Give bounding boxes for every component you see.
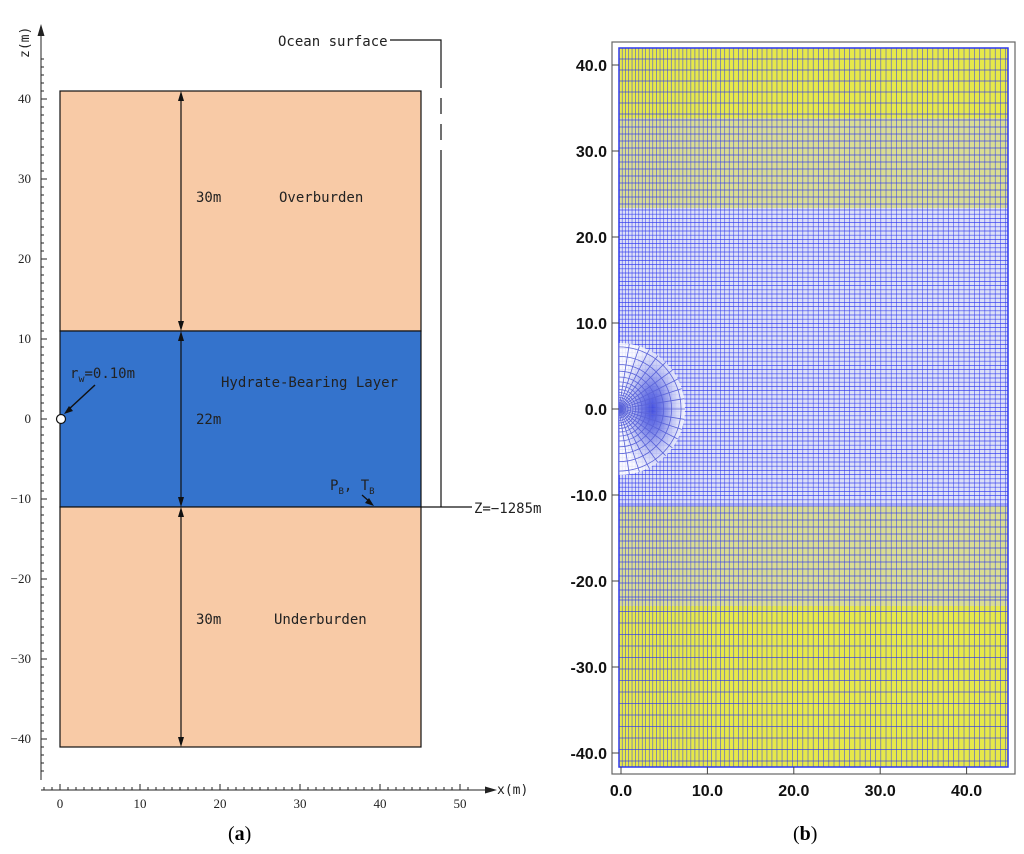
well-radius-label: rw=0.10m [70, 366, 135, 385]
well-pointer [67, 384, 96, 411]
overburden-thickness: 30m [196, 190, 221, 206]
panel-a: 40 30 20 10 0 −10 −20 −30 −40 0 10 20 30 40 50 z(m) x(… [11, 24, 541, 845]
x-tick-label: 10.0 [692, 783, 723, 800]
panel-b-axes: 40.0 30.0 20.0 10.0 0.0 -10.0 -20.0 -30.0 -40.0 0… [571, 58, 983, 800]
panel-b: 40.0 30.0 20.0 10.0 0.0 -10.0 -20.0 -30.0 -40.0 0… [571, 41, 1016, 845]
panel-a-axes: 40 30 20 10 0 −10 −20 −30 −40 0 10 20 30 40 50 [11, 24, 497, 811]
boundary-pointer-head [365, 498, 374, 506]
y-tick-label: -20.0 [571, 574, 608, 591]
underburden-label: Underburden [274, 612, 367, 628]
z-tick-label: −40 [11, 731, 31, 746]
x-tick-label: 0.0 [610, 783, 632, 800]
overburden-label: Overburden [279, 190, 363, 206]
x-tick-label: 40 [374, 796, 387, 811]
z-tick-label: 10 [18, 331, 31, 346]
hydrate-layer-label: Hydrate-Bearing Layer [221, 375, 398, 391]
x-tick-label: 30 [294, 796, 307, 811]
y-tick-label: 10.0 [576, 316, 607, 333]
x-tick-label: 40.0 [951, 783, 982, 800]
y-tick-label: 30.0 [576, 144, 607, 161]
underburden-thickness: 30m [196, 612, 221, 628]
well-pointer-head [64, 406, 73, 414]
z-axis-label: z(m) [18, 27, 33, 58]
computational-mesh [619, 48, 1008, 767]
hydrate-thickness: 22m [196, 412, 221, 428]
wellbore-marker [55, 413, 67, 425]
underburden-layer [59, 506, 422, 748]
x-tick-label: 20.0 [778, 783, 809, 800]
x-tick-label: 0 [57, 796, 64, 811]
y-tick-label: 40.0 [576, 58, 607, 75]
x-tick-label: 30.0 [865, 783, 896, 800]
z-tick-label: −20 [11, 571, 31, 586]
depth-label: Z=−1285m [474, 501, 541, 517]
z-tick-label: −30 [11, 651, 31, 666]
x-axis-label: x(m) [497, 783, 528, 798]
ocean-depth-indicator [390, 39, 472, 508]
thickness-arrows [178, 91, 184, 747]
z-tick-label: 40 [18, 91, 31, 106]
x-tick-label: 10 [134, 796, 147, 811]
z-tick-label: 20 [18, 251, 31, 266]
x-tick-label: 20 [214, 796, 227, 811]
y-tick-label: -30.0 [571, 660, 608, 677]
ocean-surface-label: Ocean surface [278, 34, 388, 50]
y-tick-label: 20.0 [576, 230, 607, 247]
x-tick-label: 50 [454, 796, 467, 811]
y-tick-label: -40.0 [571, 746, 608, 763]
well-refinement-zone [618, 343, 685, 475]
panel-b-caption: (b) [793, 823, 817, 845]
z-tick-label: 0 [25, 411, 32, 426]
z-tick-label: −10 [11, 491, 31, 506]
z-tick-label: 30 [18, 171, 31, 186]
overburden-layer [59, 90, 422, 332]
hydrate-bearing-layer [59, 330, 422, 508]
boundary-condition-label: PB, TB [330, 478, 375, 497]
panel-a-caption: (a) [228, 823, 251, 845]
y-tick-label: -10.0 [571, 488, 608, 505]
y-tick-label: 0.0 [585, 402, 607, 419]
